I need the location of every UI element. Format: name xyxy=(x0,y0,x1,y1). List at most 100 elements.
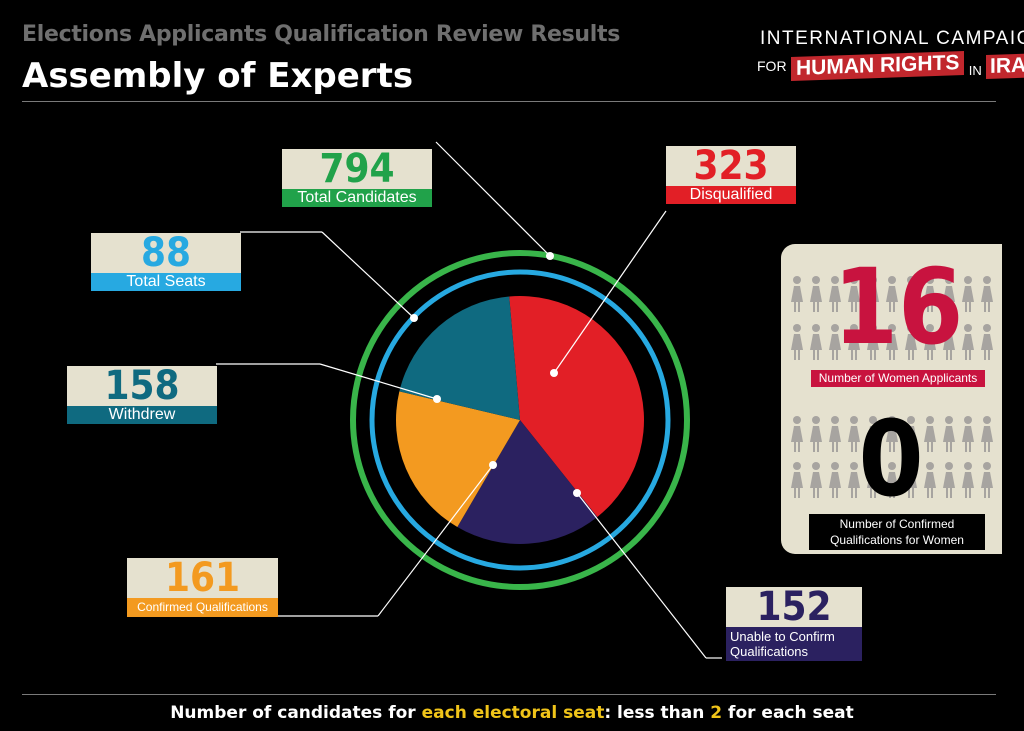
woman-figure-icon xyxy=(848,462,860,498)
logo-for: FOR xyxy=(757,58,787,74)
confirmed-label: Confirmed Qualifications xyxy=(127,598,278,617)
woman-figure-icon xyxy=(924,462,936,498)
leader-total-seats xyxy=(321,231,415,319)
woman-figure-icon xyxy=(791,416,803,452)
woman-figure-icon xyxy=(867,462,879,498)
disqualified-value: 323 xyxy=(666,146,796,186)
woman-figure-icon xyxy=(886,416,898,452)
callout-total-seats: 88 Total Seats xyxy=(91,233,241,291)
women-confirmed-value: 0 xyxy=(858,398,924,520)
dot-withdrew xyxy=(433,395,441,403)
woman-figure-icon xyxy=(791,324,803,360)
chart-subtitle: Elections Applicants Qualification Revie… xyxy=(22,22,621,47)
leader-lines xyxy=(216,141,722,659)
chart-title: Assembly of Experts xyxy=(22,56,414,96)
pie-slices xyxy=(396,296,644,544)
woman-figure-icon xyxy=(829,276,841,312)
total-seats-value: 88 xyxy=(91,233,241,273)
dot-total-candidates xyxy=(546,252,554,260)
woman-figure-icon xyxy=(886,276,898,312)
women-confirmed-label-line-2: Qualifications for Women xyxy=(830,533,964,547)
woman-figure-icon xyxy=(810,324,822,360)
footer-highlight-2: 2 xyxy=(710,703,723,723)
unable-value: 152 xyxy=(726,587,862,627)
woman-figure-icon xyxy=(943,462,955,498)
women-applicants-value: 16 xyxy=(833,246,964,368)
woman-figure-icon xyxy=(962,462,974,498)
woman-figure-icon xyxy=(924,276,936,312)
unable-label-line-2: Qualifications xyxy=(730,644,809,659)
woman-figure-icon xyxy=(962,276,974,312)
total-candidates-value: 794 xyxy=(282,149,432,189)
logo-in: IN xyxy=(968,63,982,78)
woman-figure-icon xyxy=(943,416,955,452)
callout-total-candidates: 794 Total Candidates xyxy=(282,149,432,207)
disqualified-label: Disqualified xyxy=(666,186,796,204)
woman-figure-icon xyxy=(886,324,898,360)
callout-confirmed: 161 Confirmed Qualifications xyxy=(127,558,278,617)
pie-slice-disqualified xyxy=(509,296,644,517)
women-confirmed-label-line-1: Number of Confirmed xyxy=(839,517,955,531)
woman-figure-icon xyxy=(867,416,879,452)
total-seats-label: Total Seats xyxy=(91,273,241,291)
total-seats-ring xyxy=(369,269,671,571)
woman-figure-icon xyxy=(829,416,841,452)
woman-figure-icon xyxy=(886,462,898,498)
pie-slice-confirmed-qualifications xyxy=(396,391,520,527)
dot-confirmed xyxy=(489,461,497,469)
woman-figure-icon xyxy=(905,324,917,360)
woman-figure-icon xyxy=(810,416,822,452)
woman-figure-icon xyxy=(791,276,803,312)
callout-disqualified: 323 Disqualified xyxy=(666,146,796,204)
footer-part-1: Number of candidates for xyxy=(170,703,422,723)
logo-line-1: INTERNATIONAL CAMPAIGN xyxy=(760,28,1024,49)
women-panel: 16 Number of Women Applicants 0 Number o… xyxy=(781,244,1002,554)
woman-figure-icon xyxy=(962,324,974,360)
woman-figure-icon xyxy=(829,324,841,360)
footer-part-3: for each seat xyxy=(722,703,854,723)
woman-figure-icon xyxy=(981,276,993,312)
footer-part-2: : less than xyxy=(604,703,711,723)
woman-figure-icon xyxy=(943,276,955,312)
unable-label: Unable to Confirm Qualifications xyxy=(726,627,862,661)
women-applicants-label: Number of Women Applicants xyxy=(811,370,985,387)
woman-figure-icon xyxy=(829,462,841,498)
woman-figure-icon xyxy=(810,276,822,312)
dot-disqualified xyxy=(550,369,558,377)
woman-figure-icon xyxy=(924,324,936,360)
woman-figure-icon xyxy=(981,416,993,452)
woman-figure-icon xyxy=(867,324,879,360)
woman-figure-icon xyxy=(905,416,917,452)
withdrew-label: Withdrew xyxy=(67,406,217,424)
callout-withdrew: 158 Withdrew xyxy=(67,366,217,424)
footer-divider xyxy=(22,694,996,695)
women-figures xyxy=(791,276,993,498)
woman-figure-icon xyxy=(848,276,860,312)
unable-label-line-1: Unable to Confirm xyxy=(730,629,835,644)
woman-figure-icon xyxy=(848,324,860,360)
footer-note: Number of candidates for each electoral … xyxy=(0,703,1024,723)
woman-figure-icon xyxy=(791,462,803,498)
dot-unable xyxy=(573,489,581,497)
total-candidates-label: Total Candidates xyxy=(282,189,432,207)
woman-figure-icon xyxy=(905,462,917,498)
total-candidates-ring xyxy=(350,250,690,590)
leader-withdrew xyxy=(319,363,438,400)
woman-figure-icon xyxy=(962,416,974,452)
pie-slice-withdrew xyxy=(399,296,520,420)
leader-unable xyxy=(576,492,707,659)
dot-total-seats xyxy=(410,314,418,322)
leader-disqualified xyxy=(553,210,667,374)
woman-figure-icon xyxy=(848,416,860,452)
withdrew-value: 158 xyxy=(67,366,217,406)
callout-unable: 152 Unable to Confirm Qualifications xyxy=(726,587,862,661)
leader-total-candidates xyxy=(435,141,551,257)
woman-figure-icon xyxy=(867,276,879,312)
woman-figure-icon xyxy=(810,462,822,498)
header-divider xyxy=(22,101,996,102)
pie-slice-unable-to-confirm-qualifications xyxy=(457,420,598,544)
footer-highlight-1: each electoral seat xyxy=(421,703,605,723)
leader-confirmed xyxy=(377,464,494,617)
confirmed-value: 161 xyxy=(127,558,278,598)
